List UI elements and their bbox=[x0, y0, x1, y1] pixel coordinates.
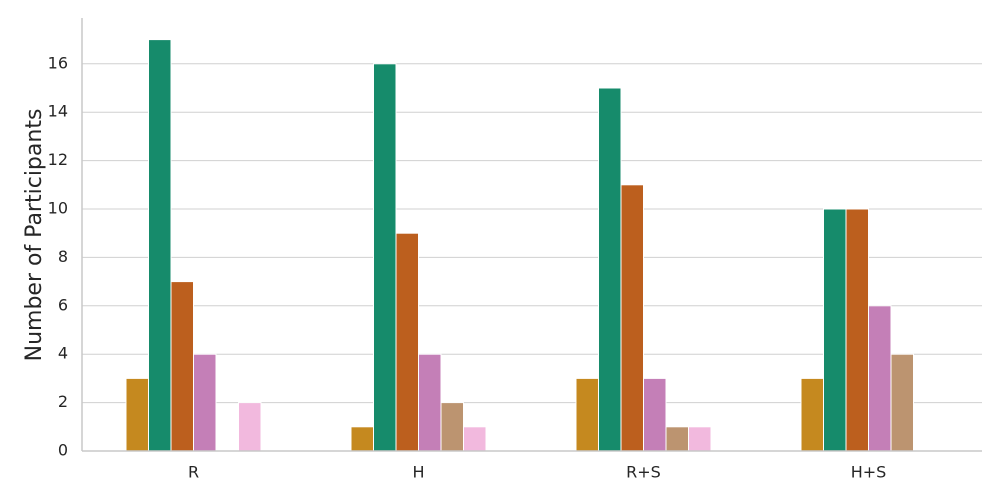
x-tick-label: R+S bbox=[626, 463, 661, 482]
bar bbox=[823, 208, 847, 452]
bar bbox=[418, 353, 442, 452]
y-tick-label: 8 bbox=[58, 247, 68, 266]
bar bbox=[800, 377, 824, 452]
bar bbox=[890, 353, 914, 452]
y-tick-label: 16 bbox=[48, 53, 68, 72]
bar bbox=[373, 63, 397, 452]
bar bbox=[238, 402, 262, 452]
bar bbox=[643, 377, 667, 452]
bar bbox=[148, 39, 172, 452]
y-tick-label: 4 bbox=[58, 344, 68, 363]
bar bbox=[440, 402, 464, 452]
bar bbox=[395, 232, 419, 452]
x-tick-label: H bbox=[412, 463, 424, 482]
y-tick-label: 6 bbox=[58, 295, 68, 314]
x-tick-labels: R H R+S H+S bbox=[188, 463, 886, 482]
y-tick-label: 14 bbox=[48, 102, 68, 121]
bar bbox=[170, 281, 194, 452]
bar bbox=[193, 353, 217, 452]
bar bbox=[350, 426, 374, 452]
y-tick-label: 10 bbox=[48, 199, 68, 218]
x-tick-label: H+S bbox=[851, 463, 887, 482]
y-tick-label: 2 bbox=[58, 392, 68, 411]
bar bbox=[463, 426, 487, 452]
y-tick-labels: 0 2 4 6 8 10 12 14 16 bbox=[48, 53, 68, 459]
bar bbox=[598, 87, 622, 452]
bar bbox=[688, 426, 712, 452]
bar bbox=[665, 426, 689, 452]
bar bbox=[845, 208, 869, 452]
bar bbox=[125, 377, 149, 452]
bars bbox=[125, 39, 914, 452]
bar bbox=[575, 377, 599, 452]
axes bbox=[81, 18, 982, 452]
bar bbox=[620, 184, 644, 452]
x-tick-label: R bbox=[188, 463, 199, 482]
y-axis-label: Number of Participants bbox=[22, 109, 47, 362]
grid-lines bbox=[82, 63, 982, 404]
y-tick-label: 12 bbox=[48, 150, 68, 169]
bar bbox=[868, 305, 892, 452]
y-tick-label: 0 bbox=[58, 441, 68, 460]
